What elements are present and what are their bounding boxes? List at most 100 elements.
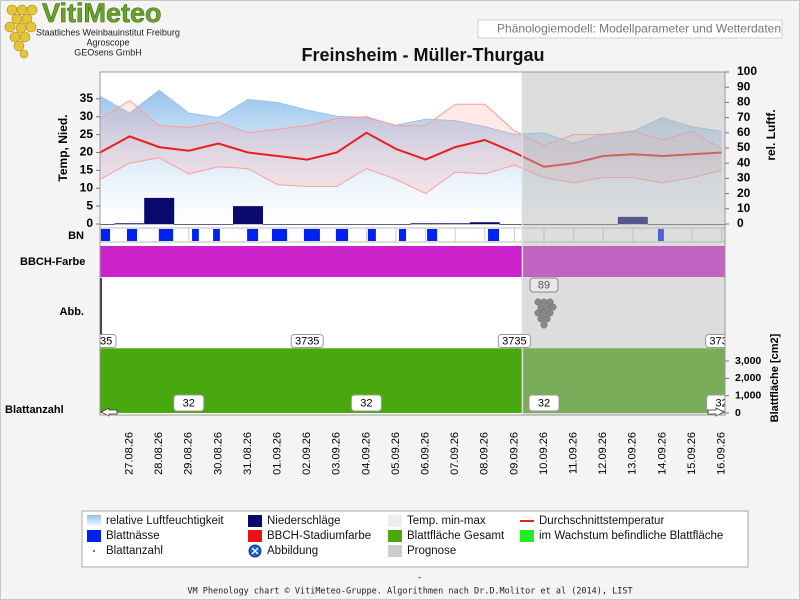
footer: VM Phenology chart © VitiMeteo-Gruppe. A…	[187, 587, 632, 597]
grape-berry	[540, 309, 548, 317]
logo-grapes	[4, 4, 38, 59]
precip-bar	[144, 197, 175, 224]
y2-axis-title: rel. Luftf.	[764, 109, 778, 160]
legend-swatch	[248, 515, 262, 527]
grape-berry	[543, 315, 551, 323]
leaf-wetness-block	[367, 229, 376, 241]
separator: -	[418, 572, 421, 582]
temp-band-fill	[100, 100, 722, 194]
legend-label: Blattfläche Gesamt	[407, 530, 505, 542]
temp-min-line	[100, 157, 722, 195]
precip-bar	[410, 223, 441, 225]
grape-berry	[540, 321, 548, 329]
legend-swatch	[520, 530, 534, 542]
y-tick-label: 10	[80, 180, 94, 194]
y-tick-label: 0	[86, 216, 93, 230]
x-tick-label: 11.09.26	[568, 432, 580, 474]
legend-swatch	[388, 515, 402, 527]
bbch-row	[100, 246, 725, 277]
leaf-area-label: 3735	[88, 335, 112, 347]
y2-tick-label: 40	[737, 155, 751, 169]
legend-swatch	[388, 530, 402, 542]
y2-tick-label: 80	[737, 95, 751, 109]
grape-berry	[540, 298, 548, 306]
legend-swatch	[93, 550, 95, 552]
x-tick-label: 02.09.26	[301, 432, 313, 475]
y-tick-label: 30	[80, 109, 94, 123]
legend-label: BBCH-Stadiumfarbe	[267, 530, 371, 542]
x-tick-label: 07.09.26	[449, 432, 461, 475]
row-label: Abb.	[60, 306, 84, 318]
plot-frame	[99, 71, 726, 416]
x-tick-label: 27.08.26	[124, 432, 136, 475]
leaf-count-label: 32	[715, 397, 727, 409]
x-tick-label: 29.08.26	[183, 432, 195, 475]
precip-bar	[114, 223, 145, 225]
chart-title: Freinsheim - Müller-Thurgau	[301, 45, 544, 65]
org-line: Staatliches Weinbauinstitut Freiburg	[36, 27, 180, 37]
y3-tick-label: 0	[735, 407, 741, 419]
y-tick-label: 25	[80, 127, 94, 141]
leaf-area-label-box	[705, 334, 725, 348]
leaf-count-label: 32	[183, 397, 195, 409]
grape-berry	[534, 309, 542, 317]
leaf-wetness-block	[271, 229, 288, 241]
y3-tick-label: 2,000	[735, 372, 761, 384]
legend-label: Niederschläge	[267, 515, 341, 527]
leaf-wetness-block	[427, 229, 438, 241]
y3-tick-label: 3,000	[735, 355, 761, 367]
leaf-area-label: 3735	[295, 335, 319, 347]
leaf-wetness-block	[335, 229, 349, 241]
leaf-wetness-block	[100, 229, 111, 241]
legend-label: relative Luftfeuchtigkeit	[106, 515, 224, 527]
y-tick-label: 5	[86, 198, 93, 212]
precip-bar	[617, 216, 648, 224]
temp-max-line	[100, 99, 722, 150]
legend-swatch	[388, 545, 402, 557]
legend-label: Blattnässe	[106, 530, 160, 542]
row-label: BBCH-Farbe	[20, 256, 85, 268]
bbch-label-box	[529, 277, 559, 293]
grape-berry	[534, 298, 542, 306]
leaf-count-label-box	[173, 394, 205, 412]
legend-swatch	[87, 530, 101, 542]
x-tick-label: 13.09.26	[627, 432, 639, 475]
y-axis-title: Temp, Nied.	[56, 114, 70, 181]
logo-text: VitiMeteo	[42, 0, 162, 28]
leaf-wetness-block	[398, 229, 407, 241]
y2-tick-label: 60	[737, 125, 751, 139]
forecast-shade	[522, 72, 725, 415]
grape-berry	[546, 298, 554, 306]
y2-tick-label: 50	[737, 140, 751, 154]
y-tick-label: 20	[80, 145, 94, 159]
leaf-area-label-box	[497, 334, 531, 348]
y3-axis-title: Blattfläche [cm2]	[769, 333, 781, 422]
leaf-area-label-box	[100, 334, 117, 348]
leaf-count-label-box	[528, 394, 560, 412]
precip-bar	[233, 206, 263, 224]
legend-box	[81, 510, 749, 568]
org-line: GEOsens GmbH	[74, 47, 142, 57]
leaf-wetness-block	[213, 229, 220, 241]
leaf-count-label: 32	[538, 397, 550, 409]
x-tick-label: 16.09.26	[716, 432, 728, 475]
row-arrow	[707, 407, 725, 417]
row-label: Blattanzahl	[5, 404, 64, 416]
row-label: BN	[68, 230, 84, 242]
legend-swatch-cross	[251, 547, 259, 555]
legend-label: Prognose	[407, 545, 456, 557]
y3-tick-label: 1,000	[735, 389, 761, 401]
axes: 05101520253035010203040506070809010001,0…	[80, 64, 762, 475]
y-tick-label: 35	[80, 91, 94, 105]
grape-image	[534, 298, 557, 329]
leaf-wetness-block	[488, 229, 500, 241]
y-tick-label: 15	[80, 163, 94, 177]
x-tick-label: 31.08.26	[242, 432, 254, 475]
page-title-box	[477, 19, 783, 39]
x-tick-label: 08.09.26	[479, 432, 491, 475]
y2-tick-label: 30	[737, 171, 751, 185]
leaf-wetness-block	[303, 229, 320, 241]
x-tick-label: 14.09.26	[656, 432, 668, 475]
x-tick-label: 09.09.26	[508, 432, 520, 475]
